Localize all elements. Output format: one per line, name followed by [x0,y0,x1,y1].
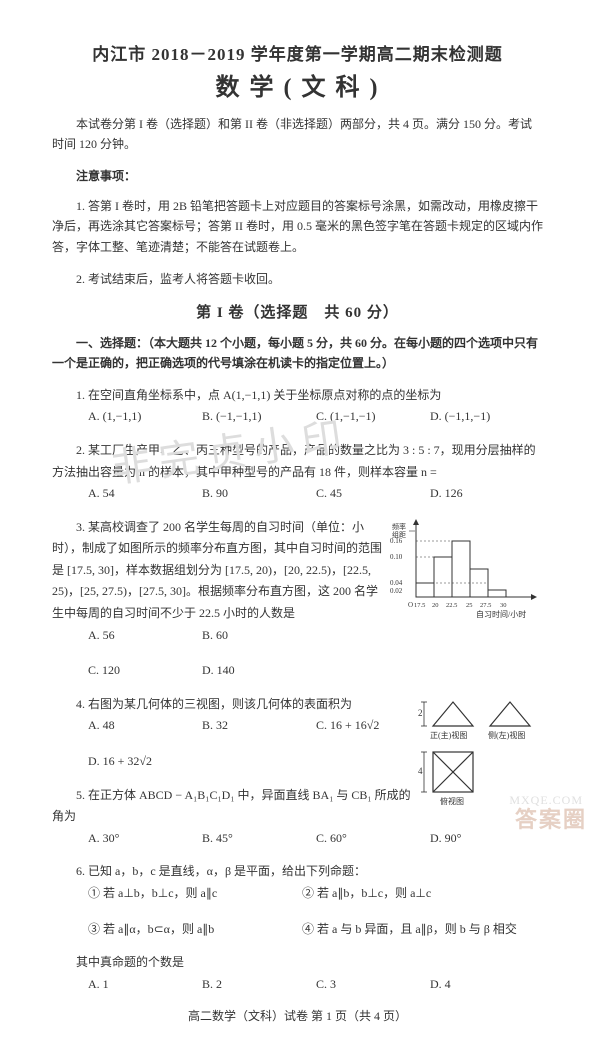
q2-opt-b: B. 90 [202,483,302,505]
q6-opt-d: D. 4 [430,974,530,996]
front-view-label: 正(主)视图 [430,730,467,740]
q4-opt-c: C. 16 + 16√2 [316,715,416,737]
dim-2: 2 [418,708,423,718]
q6-sub-4: ④ 若 a 与 b 异面，且 a∥β，则 b 与 β 相交 [302,919,517,941]
question-6-tail: 其中真命题的个数是 [52,952,543,974]
q6-sub-1: ① 若 a⊥b，b⊥c，则 a∥c [88,883,288,905]
q3-opt-a: A. 56 [88,625,188,647]
histogram-svg: 频率 组距 0.16 0.10 0.04 0.02 O 17.5 [388,515,543,620]
ytick-004: 0.04 [390,579,403,587]
svg-text:频率: 频率 [392,522,406,531]
q4-opt-a: A. 48 [88,715,188,737]
q6-sub-3: ③ 若 a∥α，b⊂α，则 a∥b [88,919,288,941]
q1-opt-a: A. (1,−1,1) [88,406,188,428]
q3-opt-c: C. 120 [88,660,188,682]
exam-intro: 本试卷分第 I 卷（选择题）和第 II 卷（非选择题）两部分，共 4 页。满分 … [52,114,543,155]
page-footer: 高二数学（文科）试卷 第 1 页（共 4 页） [52,1007,543,1024]
q6-opt-b: B. 2 [202,974,302,996]
notice-item-1: 1. 答第 I 卷时，用 2B 铅笔把答题卡上对应题目的答案标号涂黑，如需改动，… [52,196,543,257]
question-2: 2. 某工厂生产甲、乙、丙三种型号的产品，产品的数量之比为 3 : 5 : 7，… [52,440,543,483]
svg-text:O: O [408,601,413,609]
q5-opt-b: B. 45° [202,828,302,850]
q1-opt-c: C. (1,−1,−1) [316,406,416,428]
q2-opt-c: C. 45 [316,483,416,505]
dim-4: 4 [418,766,423,776]
notice-heading: 注意事项： [52,167,543,184]
question-2-options: A. 54 B. 90 C. 45 D. 126 [52,483,543,505]
question-4-options: A. 48 B. 32 C. 16 + 16√2 D. 16 + 32√2 [52,715,428,772]
notice-item-2: 2. 考试结束后，监考人将答题卡收回。 [52,269,543,289]
side-view-label: 侧(左)视图 [488,730,525,740]
hist-xlabel: 自习时间/小时 [476,609,526,619]
q4-opt-d: D. 16 + 32√2 [88,751,188,773]
xtick-1: 20 [432,602,439,609]
xtick-0: 17.5 [414,602,425,609]
q3-opt-b: B. 60 [202,625,302,647]
exam-title-line2: 数 学 ( 文 科 ) [52,67,543,102]
xtick-3: 25 [466,602,473,609]
q1-opt-b: B. (−1,−1,1) [202,406,302,428]
section-1-head: 第 I 卷（选择题 共 60 分） [52,301,543,322]
question-6-options: A. 1 B. 2 C. 3 D. 4 [52,974,543,996]
question-1-options: A. (1,−1,1) B. (−1,−1,1) C. (1,−1,−1) D.… [52,406,543,428]
xtick-2: 22.5 [446,602,457,609]
exam-title-line1: 内江市 2018－2019 学年度第一学期高二期末检测题 [52,40,543,65]
ytick-010: 0.10 [390,553,403,561]
histogram-chart: 频率 组距 0.16 0.10 0.04 0.02 O 17.5 [388,515,543,625]
q4-opt-b: B. 32 [202,715,302,737]
three-views: 正(主)视图 2 侧(左)视图 俯视图 4 [418,694,543,817]
question-3-wrap: 3. 某高校调查了 200 名学生每周的自习时间（单位：小时），制成了如图所示的… [52,517,543,682]
ytick-002: 0.02 [390,587,403,595]
question-1: 1. 在空间直角坐标系中，点 A(1,−1,1) 关于坐标原点对称的点的坐标为 [52,385,543,407]
q5-opt-a: A. 30° [88,828,188,850]
q2-opt-a: A. 54 [88,483,188,505]
question-6-sub: ① 若 a⊥b，b⊥c，则 a∥c ② 若 a∥b，b⊥c，则 a⊥c ③ 若 … [52,883,543,940]
question-4-wrap: 4. 右图为某几何体的三视图，则该几何体的表面积为 A. 48 B. 32 C.… [52,694,543,773]
q1-opt-d: D. (−1,1,−1) [430,406,530,428]
question-5-options: A. 30° B. 45° C. 60° D. 90° [52,828,543,850]
q6-sub-2: ② 若 a∥b，b⊥c，则 a⊥c [302,883,502,905]
q3-opt-d: D. 140 [202,660,302,682]
q6-opt-a: A. 1 [88,974,188,996]
q6-opt-c: C. 3 [316,974,416,996]
ytick-016: 0.16 [390,537,403,545]
xtick-5: 30 [500,602,507,609]
section-1-instr: 一、选择题：（本大题共 12 个小题，每小题 5 分，共 60 分。在每小题的四… [52,334,543,372]
question-3-options: A. 56 B. 60 C. 120 D. 140 [52,625,388,682]
q2-opt-d: D. 126 [430,483,530,505]
page-container: 内江市 2018－2019 学年度第一学期高二期末检测题 数 学 ( 文 科 )… [0,0,595,1044]
xtick-4: 27.5 [480,602,491,609]
question-6: 6. 已知 a，b，c 是直线，α，β 是平面，给出下列命题： [52,861,543,883]
three-views-svg: 正(主)视图 2 侧(左)视图 俯视图 4 [418,694,543,812]
top-view-label: 俯视图 [440,796,464,806]
q5-opt-c: C. 60° [316,828,416,850]
